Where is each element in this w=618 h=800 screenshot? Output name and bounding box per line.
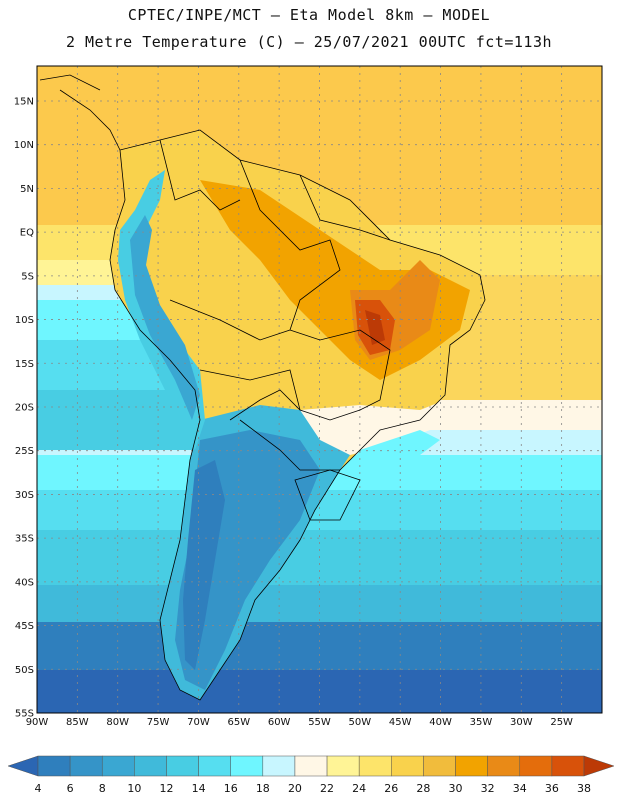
- colorbar-swatch: [230, 755, 264, 777]
- colorbar-swatch: [455, 755, 488, 777]
- colorbar-labels: 4 6 8 10 12 14 16 18 20 22 24 26 28 30 32 34 36 38: [35, 782, 592, 795]
- colorbar-label: 10: [127, 782, 141, 795]
- lat-label: 15S: [15, 359, 34, 370]
- colorbar-swatch: [37, 755, 71, 777]
- lat-label: EQ: [20, 228, 34, 239]
- lon-label: 35W: [470, 717, 493, 728]
- colorbar-label: 20: [288, 782, 302, 795]
- colorbar-label: 22: [320, 782, 334, 795]
- colorbar-swatch: [198, 755, 231, 777]
- lon-label: 70W: [187, 717, 210, 728]
- colorbar-swatch: [101, 755, 135, 777]
- lon-label: 50W: [349, 717, 372, 728]
- colorbar-label: 8: [99, 782, 106, 795]
- colorbar-label: 6: [67, 782, 74, 795]
- lat-label: 50S: [15, 665, 34, 676]
- colorbar-swatch: [166, 755, 199, 777]
- lat-label: 10S: [15, 315, 34, 326]
- colorbar-swatch: [326, 755, 360, 777]
- colorbar-label: 14: [192, 782, 206, 795]
- lon-label: 55W: [308, 717, 331, 728]
- colorbar-label: 26: [384, 782, 398, 795]
- colorbar-label: 36: [545, 782, 559, 795]
- latitude-labels: 15N 10N 5N EQ 5S 10S 15S 20S 25S 30S 35S 40S 45S 50S 5…: [14, 96, 34, 719]
- lat-label: 55S: [15, 709, 34, 720]
- lon-label: 25W: [550, 717, 573, 728]
- lon-label: 45W: [389, 717, 412, 728]
- longitude-labels: 90W 85W 80W 75W 70W 65W 60W 55W 50W 45W 40W 35W 30W 2…: [26, 717, 573, 728]
- lat-label: 40S: [15, 577, 34, 588]
- colorbar-label: 34: [513, 782, 527, 795]
- lon-label: 75W: [147, 717, 170, 728]
- colorbar-swatch: [294, 755, 328, 777]
- lat-label: 30S: [15, 490, 34, 501]
- colorbar-label: 12: [159, 782, 173, 795]
- colorbar-swatch: [391, 755, 424, 777]
- colorbar-swatch: [134, 755, 167, 777]
- lat-label: 15N: [14, 96, 34, 107]
- title-line-2: 2 Metre Temperature (C) – 25/07/2021 00U…: [65, 33, 553, 51]
- lon-label: 30W: [510, 717, 533, 728]
- colorbar-label: 38: [577, 782, 591, 795]
- colorbar-swatch: [7, 755, 39, 777]
- coastlines: [39, 74, 486, 701]
- lon-label: 85W: [66, 717, 89, 728]
- lat-label: 5N: [20, 184, 34, 195]
- colorbar-label: 16: [224, 782, 238, 795]
- colorbar-swatch: [262, 755, 296, 777]
- lon-label: 60W: [268, 717, 291, 728]
- colorbar: [7, 755, 615, 777]
- lat-label: 35S: [15, 534, 34, 545]
- graticule: [37, 66, 602, 714]
- colorbar-swatch: [551, 755, 585, 777]
- colorbar-swatch: [423, 755, 456, 777]
- lat-label: 25S: [15, 446, 34, 457]
- colorbar-label: 32: [481, 782, 495, 795]
- colorbar-label: 24: [352, 782, 366, 795]
- lon-label: 65W: [227, 717, 250, 728]
- colorbar-swatch: [519, 755, 553, 777]
- colorbar-swatch: [583, 755, 615, 777]
- colorbar-swatch: [69, 755, 103, 777]
- colorbar-label: 18: [256, 782, 270, 795]
- lon-label: 40W: [429, 717, 452, 728]
- title-line-1: CPTEC/INPE/MCT – Eta Model 8km – MODEL: [127, 6, 491, 24]
- colorbar-label: 4: [35, 782, 42, 795]
- colorbar-label: 28: [416, 782, 430, 795]
- lat-label: 45S: [15, 621, 34, 632]
- colorbar-label: 30: [449, 782, 463, 795]
- colorbar-swatch: [487, 755, 521, 777]
- lat-label: 5S: [21, 271, 34, 282]
- lat-label: 20S: [15, 402, 34, 413]
- lon-label: 80W: [106, 717, 129, 728]
- colorbar-swatch: [358, 755, 392, 777]
- lon-label: 90W: [26, 717, 49, 728]
- map-frame: [36, 65, 603, 714]
- lat-label: 10N: [14, 140, 34, 151]
